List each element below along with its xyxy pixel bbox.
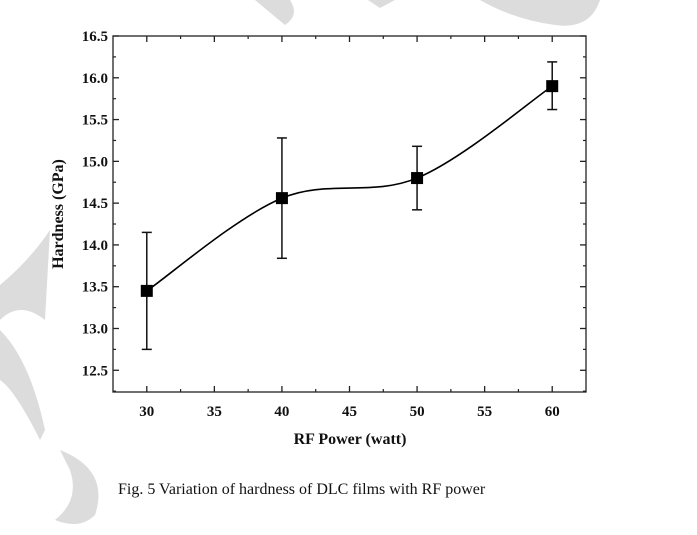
y-tick-label: 15.0: [82, 154, 108, 170]
x-tick-label: 50: [410, 404, 425, 420]
y-tick-label: 14.0: [82, 238, 108, 254]
x-tick-label: 45: [342, 404, 357, 420]
y-tick-label: 13.0: [82, 321, 108, 337]
data-point: [546, 80, 559, 93]
x-tick-label: 60: [545, 404, 560, 420]
data-point: [140, 284, 153, 297]
axes: 30 35 40 45 50 55 60 12.5 13.0 13.5 14.0 14.5 15.0 15…: [82, 29, 587, 420]
data-marks: [140, 61, 559, 351]
data-point: [411, 172, 424, 185]
x-tick-label: 40: [274, 404, 289, 420]
y-axis-title: Hardness (GPa): [50, 159, 67, 269]
y-tick-label: 16.0: [82, 71, 108, 87]
y-tick-label: 13.5: [82, 280, 108, 296]
figure-caption: Fig. 5 Variation of hardness of DLC film…: [118, 481, 486, 498]
y-tick-label: 12.5: [82, 363, 108, 379]
y-tick-label: 15.5: [82, 113, 108, 129]
y-tick-label: 14.5: [82, 196, 108, 212]
data-point: [275, 192, 288, 205]
y-tick-label: 16.5: [82, 29, 108, 45]
x-tick-label: 55: [477, 404, 492, 420]
watermark: [0, 0, 600, 524]
x-tick-label: 30: [139, 404, 154, 420]
series-line: [146, 85, 553, 292]
x-tick-label: 35: [207, 404, 222, 420]
plot-frame: [112, 35, 587, 393]
x-axis-title: RF Power (watt): [294, 431, 407, 448]
